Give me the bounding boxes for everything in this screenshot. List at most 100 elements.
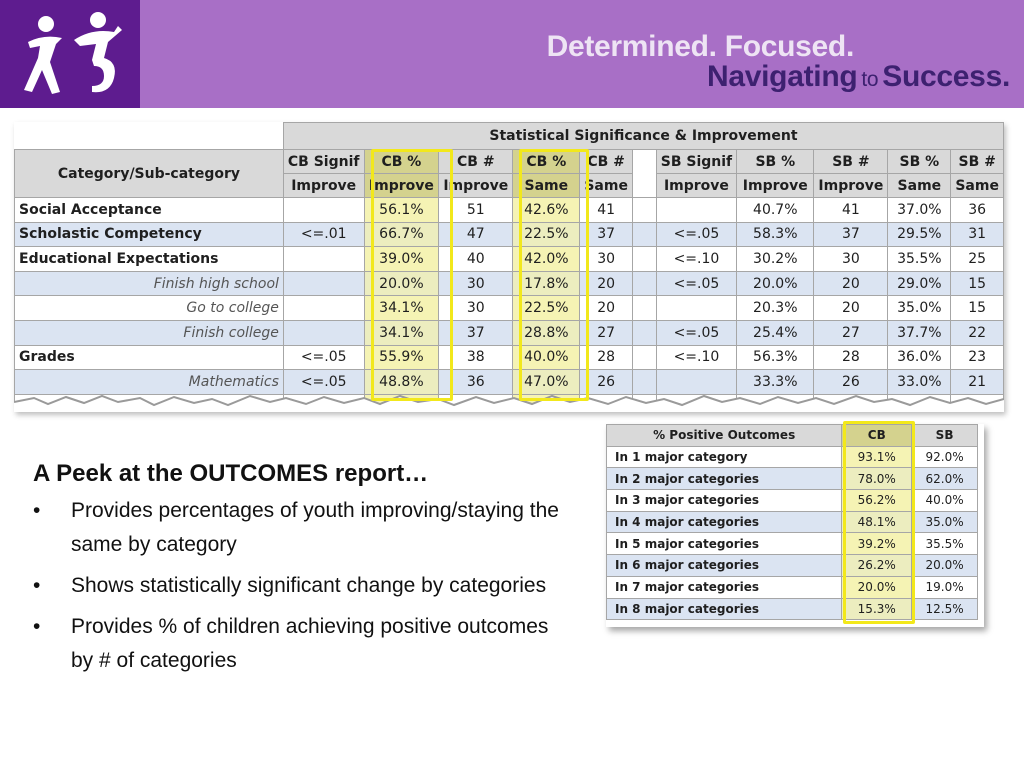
col-header-top: CB #	[438, 149, 514, 174]
sb-cell: 12.5%	[911, 597, 978, 621]
slide-heading: A Peek at the OUTCOMES report…	[33, 460, 429, 487]
cb-cell: <=.01	[282, 221, 365, 248]
row-label: Go to college	[14, 295, 284, 321]
cb-cell: 30	[438, 295, 514, 321]
cb-cell	[282, 319, 365, 346]
cb-cell: 20.0%	[363, 270, 440, 297]
table-row: In 8 major categories 15.3% 12.5%	[605, 597, 978, 621]
sb-cell: 25	[950, 246, 1004, 272]
column-gap	[631, 295, 657, 321]
row-label: Educational Expectations	[14, 246, 284, 272]
col-header-top: CB #	[579, 149, 633, 174]
col-header-bottom: Improve	[655, 173, 738, 198]
cb-cell: 51	[438, 197, 514, 223]
cb-cell: 40.0%	[512, 344, 581, 371]
sb-cell: 26	[813, 369, 889, 395]
cb-cell: 22.5%	[512, 295, 581, 321]
sb-cell: 29.0%	[887, 270, 952, 297]
row-label: Social Acceptance	[14, 197, 284, 223]
sb-cell: 20.0%	[911, 554, 978, 577]
sb-cell: <=.05	[655, 319, 738, 346]
row-label: In 7 major categories	[605, 575, 843, 599]
sb-cell: 35.0%	[887, 295, 952, 321]
row-label: Grades	[14, 344, 284, 371]
col-header-top: CB Signif	[282, 149, 365, 174]
col-header-top: SB %	[887, 149, 952, 174]
sb-cell: 37.7%	[887, 319, 952, 346]
cb-cell: 27	[579, 319, 633, 346]
table-corner	[14, 122, 284, 150]
sb-cell	[655, 197, 738, 223]
cb-cell: 56.1%	[363, 197, 440, 223]
table-row: Educational Expectations 39.0% 40 42.0% 30 <=…	[14, 246, 1004, 272]
sb-cell: 35.5%	[911, 532, 978, 556]
table-row: Grades <=.05 55.9% 38 40.0% 28 <=.10 56.3% 28 36.…	[14, 344, 1004, 371]
col-header-bottom: Improve	[438, 173, 514, 198]
cb-cell: 48.1%	[841, 510, 913, 534]
table-row: In 7 major categories 20.0% 19.0%	[605, 575, 978, 599]
cb-cell: 20.0%	[841, 575, 913, 599]
sb-cell: 58.3%	[736, 221, 815, 248]
table-row: Go to college 34.1% 30 22.5% 20 20.3% 20 35.0% 1…	[14, 295, 1004, 321]
cb-cell: <=.05	[282, 369, 365, 395]
column-gap	[631, 344, 657, 371]
sb-cell: 33.0%	[887, 369, 952, 395]
cb-cell: 56.2%	[841, 489, 913, 512]
outcomes-header: % Positive Outcomes	[605, 424, 843, 447]
cb-cell: 37	[438, 319, 514, 346]
statistical-significance-table: Statistical Significance & Improvement C…	[14, 122, 1004, 412]
row-label: In 1 major category	[605, 445, 843, 469]
col-header-bottom: Improve	[736, 173, 815, 198]
cb-cell: 47.0%	[512, 369, 581, 395]
sb-cell: 40.0%	[911, 489, 978, 512]
cb-cell: 17.8%	[512, 270, 581, 297]
table-row: In 4 major categories 48.1% 35.0%	[605, 510, 978, 534]
row-label: In 4 major categories	[605, 510, 843, 534]
sb-cell: 36	[950, 197, 1004, 223]
column-gap	[631, 246, 657, 272]
table-row: Finish college 34.1% 37 28.8% 27 <=.05 25.4% 27…	[14, 319, 1004, 346]
cb-cell: 26.2%	[841, 554, 913, 577]
sb-cell: 25.4%	[736, 319, 815, 346]
sb-cell: 15	[950, 270, 1004, 297]
sb-cell: 28	[813, 344, 889, 371]
cb-cell: 15.3%	[841, 597, 913, 621]
cb-cell: 41	[579, 197, 633, 223]
sb-cell: 35.0%	[911, 510, 978, 534]
bullet-list: • Provides percentages of youth improving…	[33, 494, 573, 685]
table-row: Finish high school 20.0% 30 17.8% 20 <=.05 20.…	[14, 270, 1004, 297]
sb-cell: 20	[813, 295, 889, 321]
cb-cell: 42.6%	[512, 197, 581, 223]
cb-cell: 55.9%	[363, 344, 440, 371]
sb-cell: 37	[813, 221, 889, 248]
sb-cell: 20.3%	[736, 295, 815, 321]
sb-cell: 92.0%	[911, 445, 978, 469]
positive-outcomes-table: % Positive Outcomes CB SB In 1 major cat…	[605, 424, 978, 621]
cb-cell: 93.1%	[841, 445, 913, 469]
logo	[0, 0, 140, 108]
bullet-dot: •	[33, 574, 41, 597]
row-label: Finish college	[14, 319, 284, 346]
sb-cell: 15	[950, 295, 1004, 321]
column-gap	[631, 197, 657, 223]
cb-cell: 28.8%	[512, 319, 581, 346]
row-label: In 2 major categories	[605, 467, 843, 491]
cb-cell: 78.0%	[841, 467, 913, 491]
cb-cell: 39.0%	[363, 246, 440, 272]
cb-header: CB	[841, 424, 913, 447]
row-label: Finish high school	[14, 270, 284, 297]
cb-cell: 30	[579, 246, 633, 272]
row-label: In 5 major categories	[605, 532, 843, 556]
table-row: In 2 major categories 78.0% 62.0%	[605, 467, 978, 491]
col-header-top: CB %	[363, 149, 440, 174]
sb-cell: 37.0%	[887, 197, 952, 223]
sb-cell: <=.10	[655, 344, 738, 371]
table-row: Mathematics <=.05 48.8% 36 47.0% 26 33.3% 26 33.…	[14, 369, 1004, 395]
cb-cell: 48.8%	[363, 369, 440, 395]
sb-cell: 20	[813, 270, 889, 297]
col-header-bottom: Improve	[363, 173, 440, 198]
cb-cell: 34.1%	[363, 319, 440, 346]
group-header: Statistical Significance & Improvement	[282, 122, 1004, 150]
bullet-dot: •	[33, 615, 41, 638]
cb-cell: 39.2%	[841, 532, 913, 556]
